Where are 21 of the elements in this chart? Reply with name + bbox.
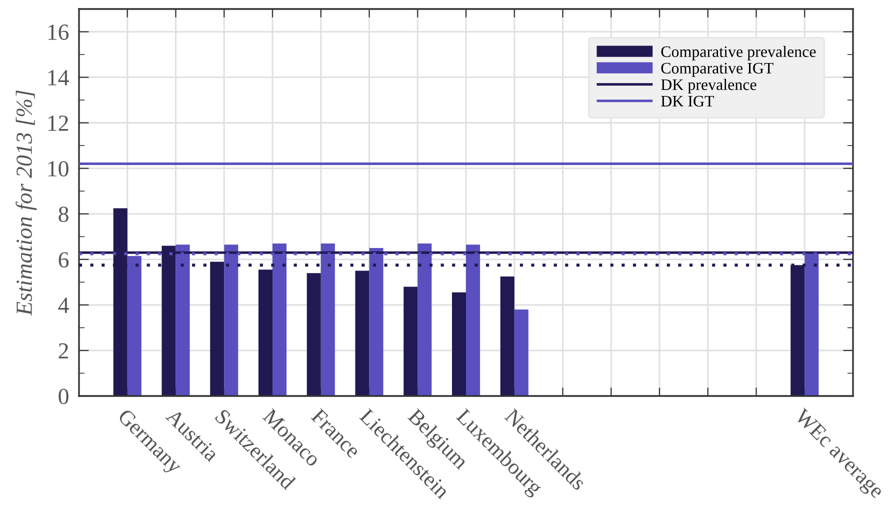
bar xyxy=(404,286,418,396)
legend-label: Comparative prevalence xyxy=(661,46,816,60)
bar xyxy=(355,270,370,396)
y-tick-label: 10 xyxy=(48,161,68,177)
y-tick-label: 14 xyxy=(48,70,69,86)
y-tick-label: 8 xyxy=(58,206,68,222)
y-tick-label: 16 xyxy=(48,24,69,40)
bar xyxy=(452,292,466,396)
y-tick-label: 2 xyxy=(58,343,68,358)
y-tick-label: 6 xyxy=(58,252,69,268)
y-tick-label: 12 xyxy=(48,116,68,131)
bar xyxy=(258,270,272,396)
y-tick-label: 4 xyxy=(58,298,69,313)
y-axis-title: Estimation for 2013 [%] xyxy=(16,90,37,316)
bar xyxy=(306,273,321,396)
bar xyxy=(500,276,514,396)
legend-label: DK prevalence xyxy=(661,78,756,94)
bar xyxy=(514,309,528,396)
legend-label: DK IGT xyxy=(661,96,714,107)
y-tick-label: 0 xyxy=(58,388,68,404)
legend-label: Comparative IGT xyxy=(661,62,774,77)
